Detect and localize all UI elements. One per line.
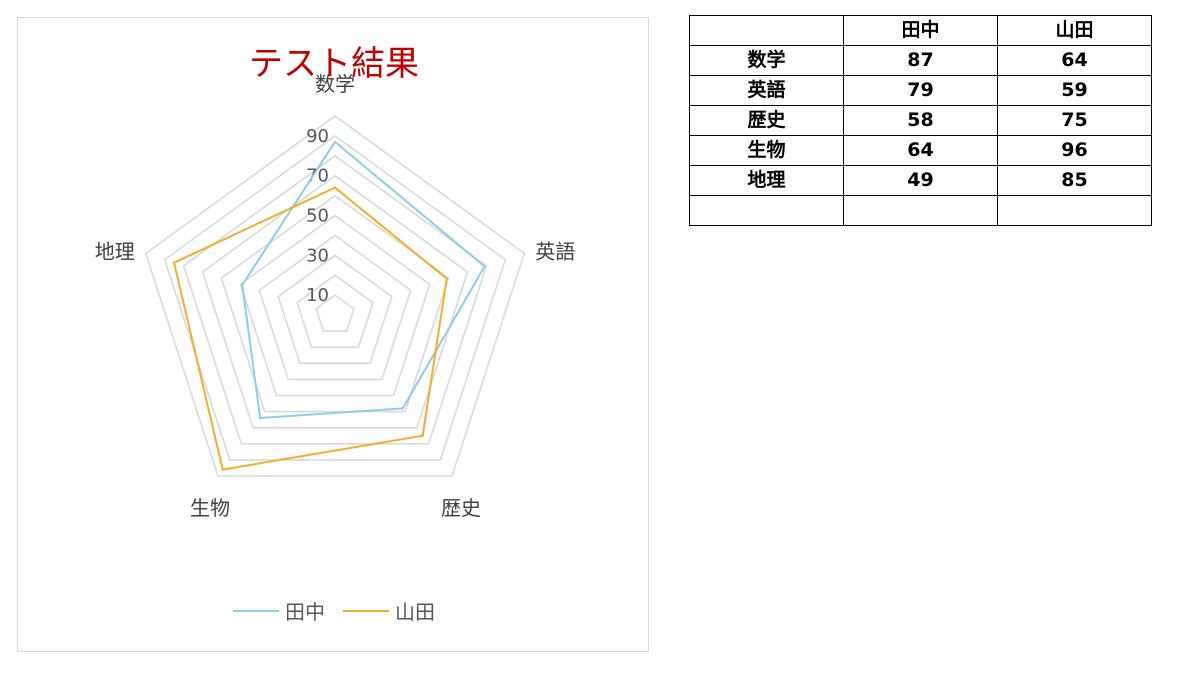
tick-label: 10 [306,285,329,306]
table-cell[interactable]: 85 [997,165,1152,196]
table-row: 歴史 58 75 [689,105,1152,136]
grid-ring [277,254,393,365]
grid-ring [258,234,412,381]
table-cell[interactable]: 田中 [843,15,998,46]
legend-entry-yamada: 山田 [343,596,435,625]
category-label: 生物 [190,496,230,520]
table-cell[interactable]: 49 [843,165,998,196]
table-row [689,195,1152,226]
category-label: 歴史 [441,496,481,520]
category-label: 地理 [95,240,135,264]
table-cell[interactable]: 地理 [689,165,844,196]
table-cell[interactable]: 英語 [689,75,844,106]
series-line-yamada [173,186,448,471]
grid-ring [163,134,507,461]
table-header-row: 田中 山田 [689,15,1152,46]
table-row: 数学 87 64 [689,45,1152,76]
scores-table: 田中 山田 数学 87 64 英語 79 59 歴史 58 75 生物 64 9… [689,15,1152,226]
tick-label: 90 [306,126,329,147]
data-point [401,407,404,410]
data-point [258,416,262,420]
grid-ring [239,214,431,397]
legend-label-tanaka: 田中 [285,600,325,624]
table-cell[interactable]: 64 [997,45,1152,76]
grid-ring [315,294,355,332]
table-cell[interactable]: 87 [843,45,998,76]
data-point [172,261,176,264]
table-cell[interactable] [997,195,1152,226]
data-point [221,468,224,471]
grid-ring [201,174,469,429]
table-cell[interactable]: 64 [843,135,998,166]
data-point [421,434,424,437]
legend-label-yamada: 山田 [395,600,435,624]
table-cell[interactable]: 96 [997,135,1152,166]
grid-ring [144,115,526,477]
radar-chart: 10 30 50 70 90 数学英語歴史 生物 地理 テスト結果 田中 山田 [17,17,649,652]
table-cell[interactable] [843,195,998,226]
table-cell[interactable]: 数学 [689,45,844,76]
legend-line-tanaka [233,609,279,612]
grid-ring [296,274,374,349]
data-point [241,283,244,287]
table-cell[interactable]: 58 [843,105,998,136]
data-point [483,265,486,268]
table-cell[interactable]: 79 [843,75,998,106]
table-cell[interactable] [689,195,844,226]
table-row: 英語 79 59 [689,75,1152,106]
tick-label: 30 [306,245,329,266]
data-point [333,186,337,189]
table-cell[interactable]: 山田 [997,15,1152,46]
tick-label: 70 [306,166,329,187]
category-label: 数学 [315,72,355,96]
data-point [445,277,448,280]
category-label: 英語 [535,240,575,264]
chart-title: テスト結果 [249,44,419,84]
legend-line-yamada [343,609,389,612]
table-cell[interactable]: 59 [997,75,1152,106]
chart-legend: 田中 山田 [18,596,650,625]
table-cell[interactable]: 歴史 [689,105,844,136]
table-cell[interactable] [689,15,844,46]
table-cell[interactable]: 75 [997,105,1152,136]
table-row: 生物 64 96 [689,135,1152,166]
legend-entry-tanaka: 田中 [233,596,325,625]
table-cell[interactable]: 生物 [689,135,844,166]
table-row: 地理 49 85 [689,165,1152,196]
tick-label: 50 [306,206,329,227]
data-point [333,140,337,144]
series-line-tanaka [241,140,486,419]
